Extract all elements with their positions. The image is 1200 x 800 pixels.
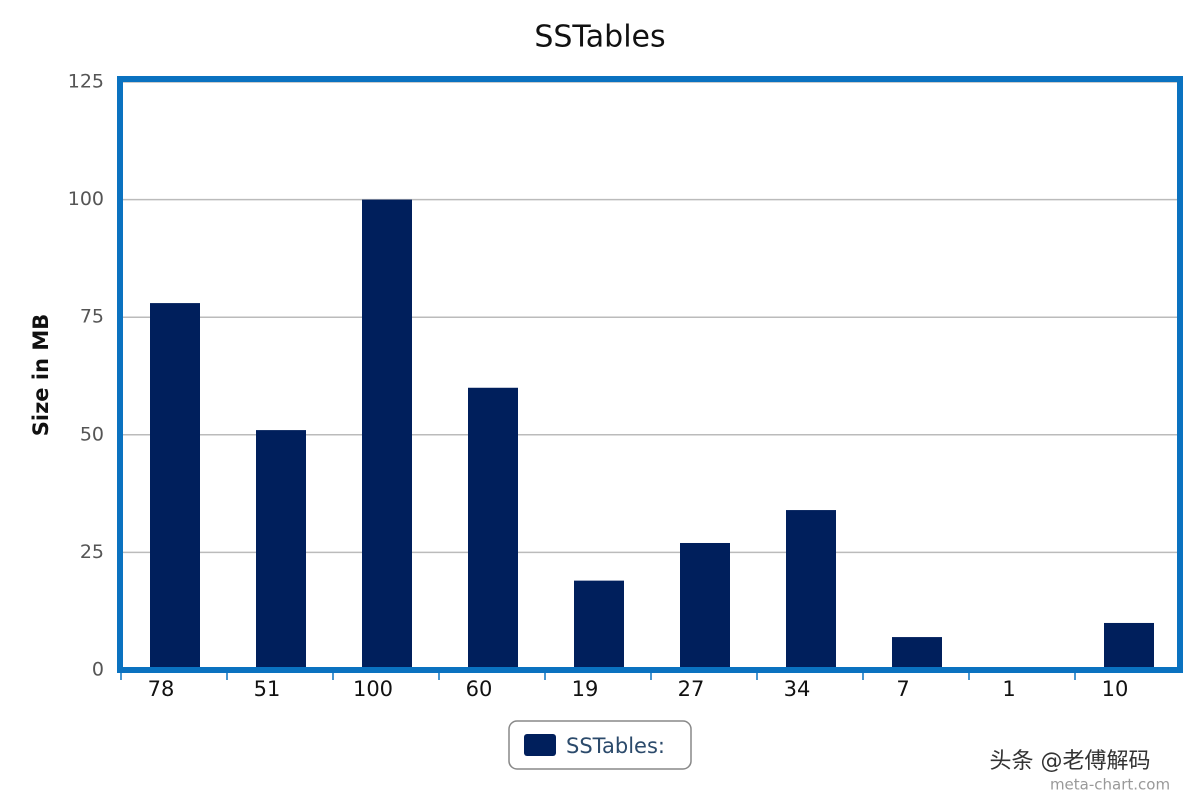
bar xyxy=(892,637,942,670)
x-tick-label: 51 xyxy=(254,677,281,701)
x-tick-label: 1 xyxy=(1002,677,1015,701)
bar xyxy=(786,510,836,670)
bar xyxy=(468,387,518,670)
x-tick-label: 78 xyxy=(148,677,175,701)
x-tick-label: 100 xyxy=(353,677,393,701)
y-axis-title: Size in MB xyxy=(29,314,53,436)
bar xyxy=(680,542,730,670)
y-tick-label: 0 xyxy=(92,659,104,681)
bar xyxy=(362,199,412,670)
y-tick-label: 25 xyxy=(80,541,104,563)
y-tick-label: 50 xyxy=(80,423,104,445)
watermark: 头条 @老傅解码 xyxy=(990,749,1151,774)
y-tick-label: 125 xyxy=(68,71,104,93)
bar xyxy=(150,303,200,670)
bar xyxy=(574,580,624,670)
bar xyxy=(1104,622,1154,670)
x-tick-label: 7 xyxy=(896,677,909,701)
x-tick-label: 60 xyxy=(466,677,493,701)
bar xyxy=(256,430,306,670)
chart-title: SSTables xyxy=(534,20,665,55)
plot-frame xyxy=(117,76,1183,673)
x-tick-label: 10 xyxy=(1102,677,1129,701)
legend xyxy=(508,720,692,770)
plot-area xyxy=(120,81,1180,671)
x-tick-label: 27 xyxy=(678,677,705,701)
x-tick-label: 19 xyxy=(572,677,599,701)
y-tick-label: 100 xyxy=(68,188,104,210)
legend-swatch xyxy=(524,734,556,756)
credit: meta-chart.com xyxy=(1050,776,1170,794)
y-tick-label: 75 xyxy=(80,306,104,328)
legend-label: SSTables: xyxy=(566,734,665,758)
x-tick-label: 34 xyxy=(784,677,811,701)
